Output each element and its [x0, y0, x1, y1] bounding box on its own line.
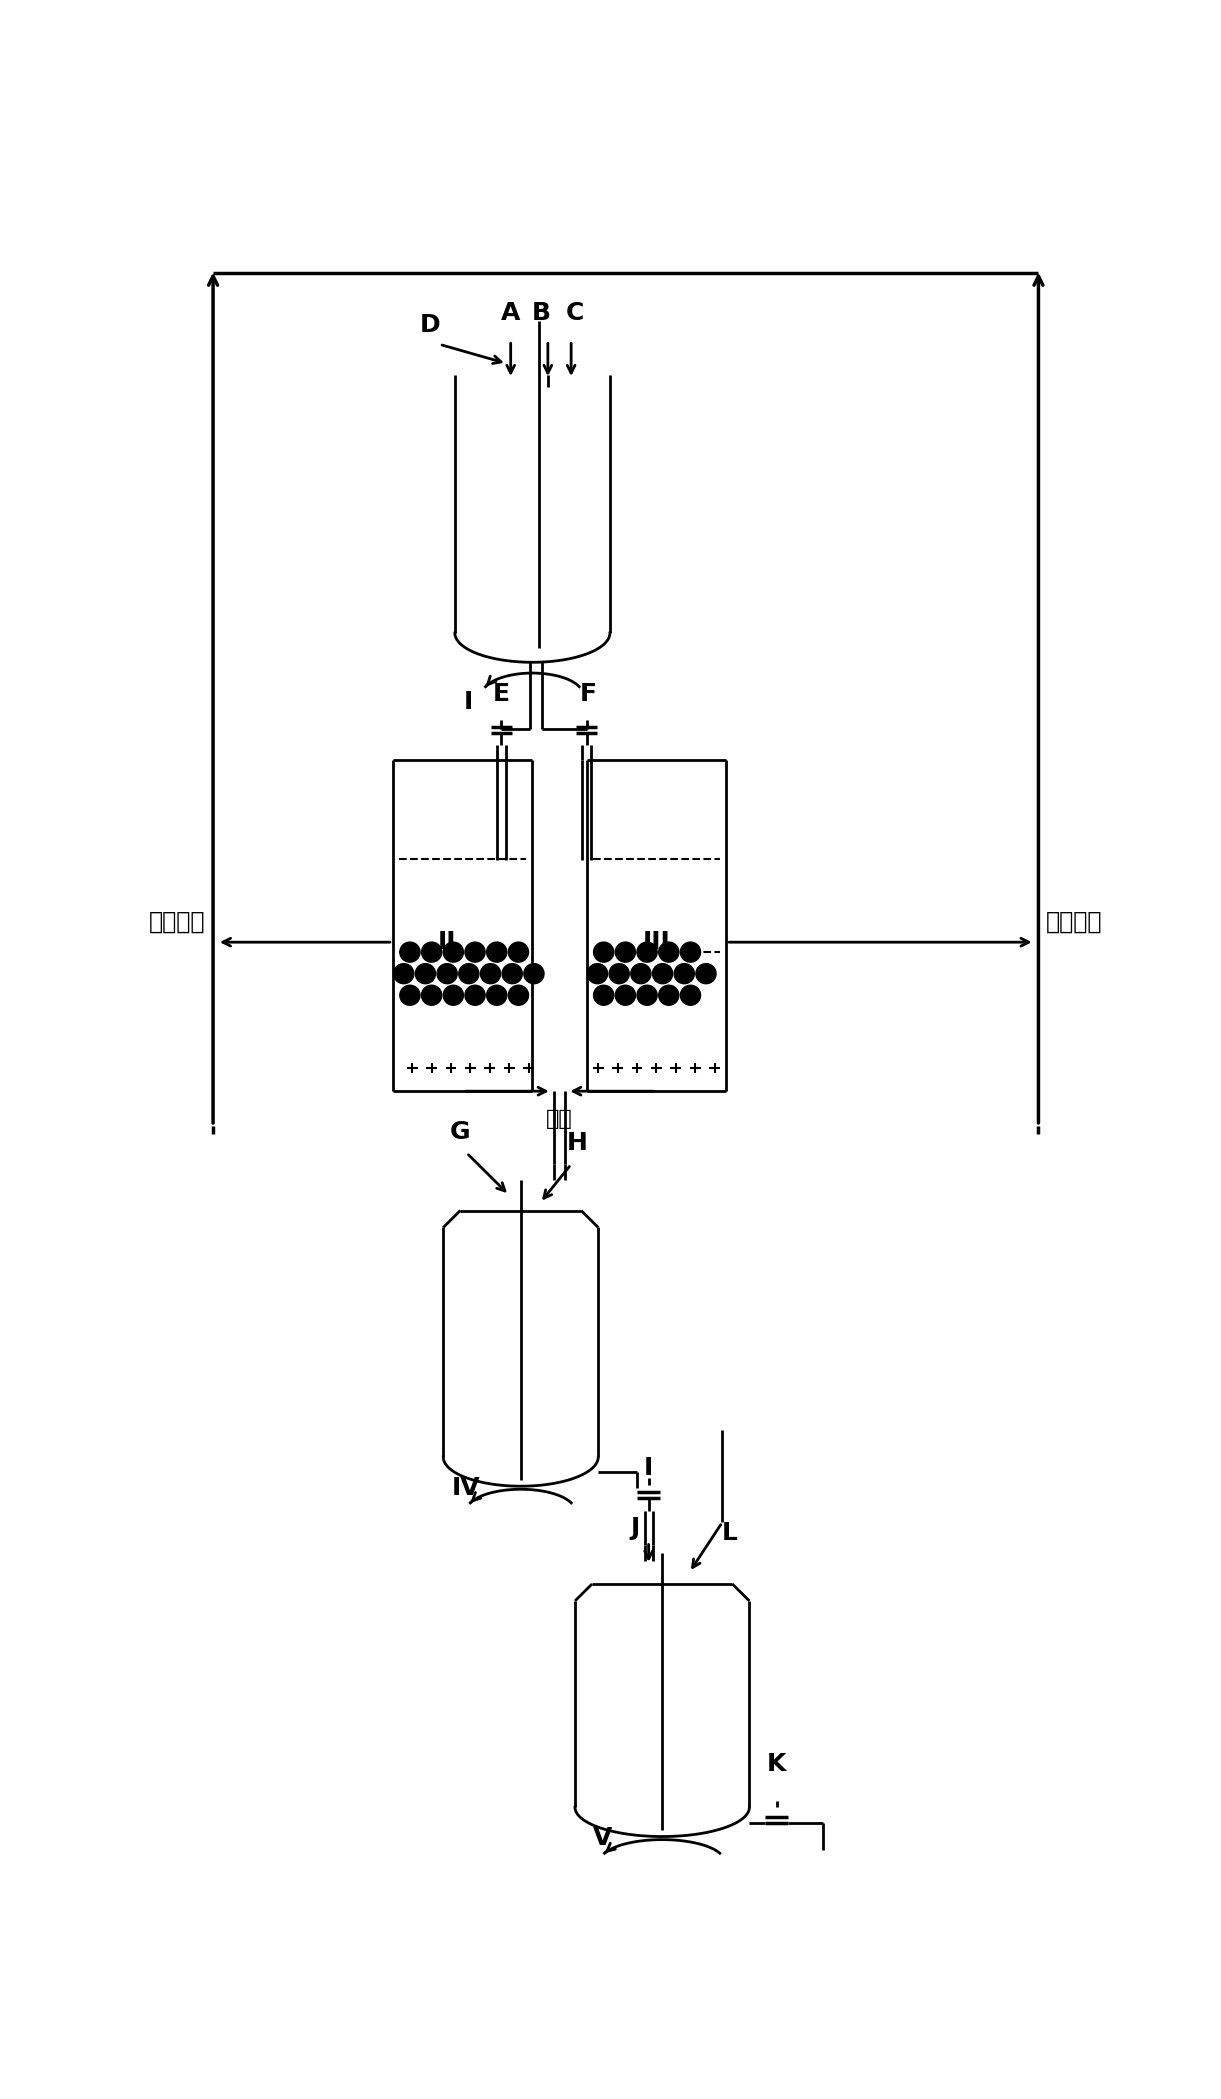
Text: 有机溶剂: 有机溶剂: [149, 909, 205, 934]
Circle shape: [674, 963, 695, 984]
Text: E: E: [493, 682, 510, 705]
Text: V: V: [592, 1826, 612, 1849]
Text: B: B: [532, 300, 551, 325]
Circle shape: [637, 942, 657, 961]
Circle shape: [443, 984, 464, 1005]
Circle shape: [658, 942, 679, 961]
Circle shape: [508, 984, 529, 1005]
Text: I: I: [464, 691, 474, 714]
Circle shape: [524, 963, 545, 984]
Text: IV: IV: [452, 1476, 481, 1499]
Circle shape: [637, 984, 657, 1005]
Circle shape: [437, 963, 457, 984]
Circle shape: [393, 963, 414, 984]
Circle shape: [459, 963, 479, 984]
Circle shape: [631, 963, 651, 984]
Circle shape: [615, 942, 635, 961]
Circle shape: [593, 942, 614, 961]
Circle shape: [480, 963, 501, 984]
Text: K: K: [767, 1753, 786, 1776]
Circle shape: [487, 942, 507, 961]
Circle shape: [399, 984, 420, 1005]
Circle shape: [487, 984, 507, 1005]
Circle shape: [615, 984, 635, 1005]
Circle shape: [443, 942, 464, 961]
Circle shape: [465, 984, 485, 1005]
Circle shape: [609, 963, 629, 984]
Text: G: G: [451, 1119, 470, 1144]
Text: III: III: [642, 930, 670, 955]
Circle shape: [696, 963, 716, 984]
Text: 有机溶剂: 有机溶剂: [1046, 909, 1103, 934]
Text: II: II: [438, 930, 457, 955]
Circle shape: [680, 942, 701, 961]
Circle shape: [508, 942, 529, 961]
Text: 溶胶: 溶胶: [546, 1108, 573, 1129]
Circle shape: [680, 984, 701, 1005]
Circle shape: [502, 963, 523, 984]
Circle shape: [465, 942, 485, 961]
Text: H: H: [567, 1131, 587, 1154]
Circle shape: [421, 984, 442, 1005]
Circle shape: [587, 963, 608, 984]
Text: I: I: [643, 1457, 653, 1480]
Circle shape: [415, 963, 436, 984]
Circle shape: [593, 984, 614, 1005]
Circle shape: [421, 942, 442, 961]
Text: L: L: [722, 1522, 737, 1545]
Circle shape: [658, 984, 679, 1005]
Text: A: A: [501, 300, 520, 325]
Text: D: D: [420, 313, 441, 336]
Circle shape: [399, 942, 420, 961]
Text: C: C: [565, 300, 584, 325]
Circle shape: [652, 963, 673, 984]
Text: F: F: [580, 682, 597, 705]
Text: J: J: [630, 1515, 640, 1541]
